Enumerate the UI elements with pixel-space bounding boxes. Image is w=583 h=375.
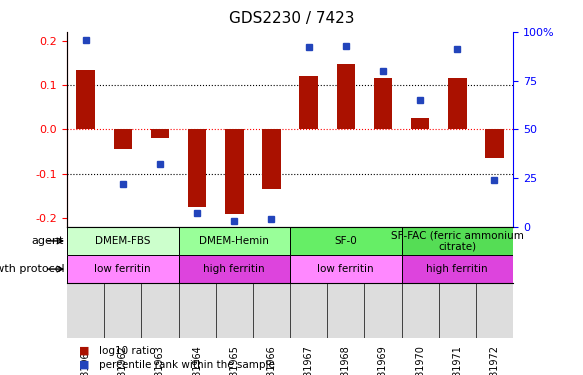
Text: SF-FAC (ferric ammonium
citrate): SF-FAC (ferric ammonium citrate) — [391, 230, 524, 252]
Bar — [290, 255, 402, 283]
Bar — [299, 76, 318, 129]
Bar — [336, 64, 355, 129]
Bar — [114, 129, 132, 149]
Text: high ferritin: high ferritin — [427, 264, 488, 274]
Text: DMEM-Hemin: DMEM-Hemin — [199, 236, 269, 246]
Bar — [411, 118, 430, 129]
Bar — [485, 129, 504, 158]
Bar — [374, 78, 392, 129]
Bar — [150, 129, 169, 138]
Text: high ferritin: high ferritin — [203, 264, 265, 274]
Text: agent: agent — [31, 236, 64, 246]
Text: low ferritin: low ferritin — [318, 264, 374, 274]
Text: percentile rank within the sample: percentile rank within the sample — [99, 360, 275, 369]
Text: SF-0: SF-0 — [335, 236, 357, 246]
Bar — [402, 255, 513, 283]
Bar — [178, 255, 290, 283]
Bar — [290, 227, 402, 255]
Bar — [67, 255, 178, 283]
Text: ■: ■ — [79, 360, 89, 369]
Text: growth protocol: growth protocol — [0, 264, 64, 274]
Bar — [178, 227, 290, 255]
Text: ■: ■ — [79, 346, 89, 355]
Bar — [262, 129, 281, 189]
Bar — [188, 129, 206, 207]
Text: low ferritin: low ferritin — [94, 264, 151, 274]
Bar — [225, 129, 244, 214]
Bar — [402, 227, 513, 255]
Text: GDS2230 / 7423: GDS2230 / 7423 — [229, 11, 354, 26]
Text: log10 ratio: log10 ratio — [99, 346, 156, 355]
Bar — [67, 227, 178, 255]
Text: DMEM-FBS: DMEM-FBS — [95, 236, 150, 246]
Bar — [76, 69, 95, 129]
Bar — [448, 78, 466, 129]
